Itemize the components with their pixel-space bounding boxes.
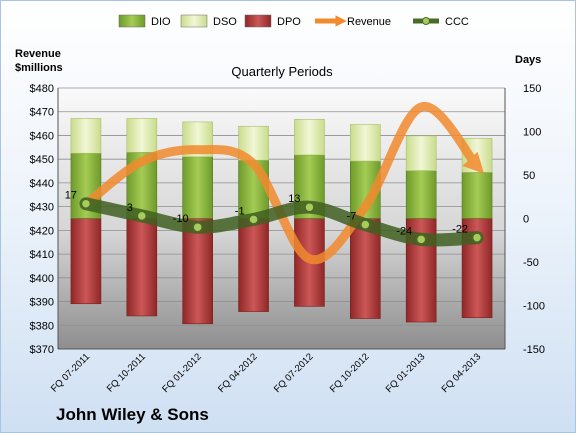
ccc-data-label: 17 bbox=[65, 190, 77, 202]
left-tick-label: $430 bbox=[30, 202, 54, 214]
ccc-point bbox=[415, 234, 427, 245]
right-tick-label: -50 bbox=[523, 257, 539, 269]
left-tick-label: $410 bbox=[30, 249, 54, 261]
x-tick-label: FQ 07-2011 bbox=[49, 351, 92, 394]
x-tick-label: FQ 01-2012 bbox=[160, 351, 204, 395]
legend-swatch-dpo bbox=[244, 14, 272, 28]
left-tick-label: $460 bbox=[30, 130, 54, 142]
left-tick-label: $380 bbox=[30, 320, 54, 332]
legend-swatch-dio bbox=[118, 14, 146, 28]
x-tick-label: FQ 10-2012 bbox=[328, 351, 372, 395]
legend-marker-ccc bbox=[422, 17, 430, 25]
ccc-series: 17 3 -10 -1 13 -7 -24 -22 bbox=[65, 190, 484, 247]
right-tick-label: 0 bbox=[523, 214, 529, 226]
ccc-point bbox=[248, 214, 259, 225]
ccc-point bbox=[360, 219, 371, 230]
left-tick-label: $450 bbox=[30, 154, 54, 166]
revenue-line bbox=[81, 102, 485, 265]
ccc-data-label: -24 bbox=[396, 225, 412, 237]
bar-dso bbox=[405, 135, 437, 171]
right-tick-label: 100 bbox=[523, 127, 541, 139]
ccc-point bbox=[136, 210, 148, 222]
left-tick-label: $390 bbox=[30, 297, 54, 309]
left-tick-label: $420 bbox=[30, 225, 54, 237]
x-tick-label: FQ 07-2012 bbox=[272, 351, 316, 395]
x-tick-label: FQ 04-2013 bbox=[440, 351, 484, 395]
bar-dio bbox=[405, 170, 437, 219]
ccc-data-label: -10 bbox=[173, 213, 189, 225]
left-axis-label-line1: Revenue bbox=[15, 48, 61, 60]
ccc-point bbox=[471, 232, 483, 243]
bar-dpo bbox=[126, 218, 158, 317]
legend: DIO DSO DPO Revenue CCC bbox=[118, 14, 469, 28]
left-axis-label-line2: $millions bbox=[15, 62, 63, 74]
bar-dpo bbox=[238, 218, 269, 312]
legend-label-ccc: CCC bbox=[445, 16, 469, 28]
revenue-series bbox=[81, 102, 485, 265]
right-tick-label: 150 bbox=[523, 83, 541, 95]
legend-label-dso: DSO bbox=[213, 16, 237, 28]
right-tick-label: 50 bbox=[523, 170, 535, 182]
right-tick-label: -100 bbox=[523, 301, 545, 313]
ccc-data-label: -7 bbox=[347, 211, 357, 223]
bar-dso bbox=[70, 118, 102, 154]
x-tick-label: FQ 01-2013 bbox=[384, 351, 428, 395]
bar-dpo bbox=[70, 218, 102, 305]
legend-label-dpo: DPO bbox=[277, 16, 301, 28]
left-tick-label: $370 bbox=[30, 344, 54, 356]
bar-dso bbox=[126, 118, 158, 153]
left-tick-label: $400 bbox=[30, 273, 54, 285]
ccc-data-label: -1 bbox=[235, 205, 245, 217]
x-tick-label: FQ 04-2012 bbox=[216, 351, 260, 395]
bar-dso bbox=[350, 124, 381, 162]
ccc-point bbox=[304, 201, 315, 213]
legend-label-revenue: Revenue bbox=[347, 16, 391, 28]
left-tick-label: $470 bbox=[30, 107, 54, 119]
x-tick-label: FQ 10-2011 bbox=[105, 351, 148, 394]
bar-dio bbox=[182, 156, 213, 219]
ccc-data-label: 13 bbox=[288, 193, 300, 205]
legend-label-dio: DIO bbox=[151, 16, 171, 28]
chart-title: Quarterly Periods bbox=[231, 64, 333, 79]
legend-swatch-dso bbox=[180, 14, 208, 28]
right-tick-label: -150 bbox=[523, 344, 545, 356]
right-axis-label: Days bbox=[515, 54, 541, 66]
bar-dpo bbox=[182, 218, 213, 325]
ccc-data-label: 3 bbox=[127, 202, 133, 214]
bar-dso bbox=[294, 119, 325, 156]
bars bbox=[70, 118, 493, 325]
ccc-point bbox=[192, 221, 203, 233]
company-name: John Wiley & Sons bbox=[56, 405, 209, 424]
bar-dpo bbox=[350, 218, 381, 319]
left-tick-label: $440 bbox=[30, 178, 54, 190]
ccc-data-label: -22 bbox=[452, 224, 468, 236]
left-tick-label: $480 bbox=[30, 83, 54, 95]
bar-dio bbox=[461, 172, 493, 219]
ccc-point bbox=[80, 198, 92, 209]
